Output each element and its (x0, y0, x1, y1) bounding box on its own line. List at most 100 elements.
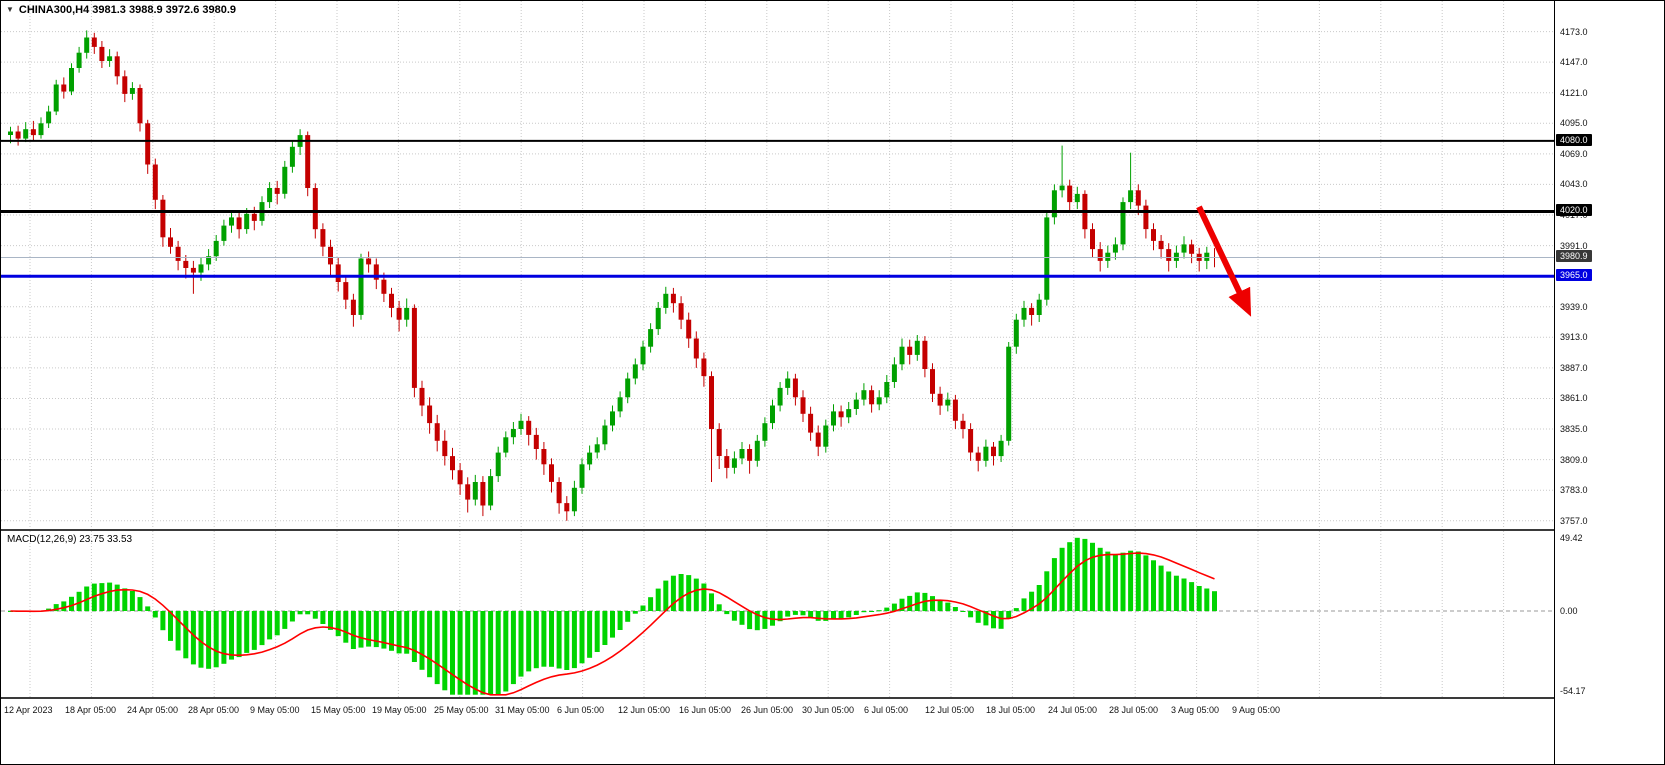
macd-bar (724, 611, 730, 615)
macd-bar (1006, 611, 1012, 619)
time-tick-label: 19 May 05:00 (372, 705, 427, 715)
candle (229, 211, 234, 233)
macd-bar (701, 583, 707, 611)
macd-bar (777, 611, 783, 622)
candle (594, 437, 600, 459)
indicator-label: MACD(12,26,9) 23.75 33.53 (7, 534, 133, 545)
time-axis[interactable]: 12 Apr 2023 18 Apr 05:00 24 Apr 05:00 28 Ap… (1, 699, 1554, 764)
candle (1196, 247, 1202, 272)
panel-divider[interactable] (1, 529, 1664, 531)
candle (320, 223, 326, 257)
macd-bar (914, 592, 920, 611)
macd-bar (1051, 558, 1057, 612)
candle (625, 372, 631, 404)
candle (69, 63, 74, 96)
candle (1105, 245, 1111, 268)
macd-axis-label: 0.00 (1560, 606, 1578, 616)
macd-bar (785, 611, 791, 617)
candle (152, 158, 158, 210)
sell-arrow[interactable] (1196, 205, 1252, 317)
main-chart-canvas[interactable] (1, 1, 1554, 529)
macd-bar (312, 611, 318, 619)
macd-bar (152, 611, 158, 618)
macd-bar (983, 611, 989, 626)
candle (777, 382, 783, 412)
macd-bar (526, 611, 532, 672)
candle (53, 79, 59, 116)
candle (1097, 242, 1103, 272)
macd-bar (1204, 588, 1210, 612)
candle (724, 449, 730, 479)
candle (404, 298, 410, 327)
candle (396, 300, 402, 332)
macd-bar (206, 611, 212, 669)
macd-bar (693, 578, 699, 612)
candle (61, 77, 67, 99)
macd-bar (1067, 542, 1073, 611)
macd-histogram (8, 537, 1217, 695)
candle (648, 323, 654, 353)
candle (480, 476, 486, 517)
macd-bar (648, 597, 654, 611)
candle (122, 70, 128, 103)
candle (602, 419, 608, 451)
macd-bar (975, 611, 981, 623)
candle (129, 82, 135, 100)
candle (175, 240, 181, 271)
price-axis[interactable]: 4173.04147.04121.04095.04069.04043.04017… (1554, 1, 1664, 764)
macd-bar (450, 611, 455, 695)
candle (1135, 184, 1141, 215)
macd-bar (213, 611, 219, 668)
price-tick-label: 3991.0 (1560, 241, 1588, 251)
candle (571, 480, 577, 517)
candle (38, 117, 44, 139)
macd-bar (549, 611, 554, 667)
macd-bar (937, 600, 943, 611)
macd-bar (305, 611, 311, 615)
macd-axis-label: 49.42 (1560, 533, 1583, 543)
macd-bar (358, 611, 364, 648)
macd-bar (541, 611, 547, 667)
symbol-dropdown-icon[interactable]: ▼ (6, 5, 14, 14)
candle (267, 182, 273, 208)
macd-bar (1189, 582, 1195, 611)
macd-axis-label: -54.17 (1560, 686, 1586, 696)
candle (754, 434, 760, 467)
hline-4080-label: 4080.0 (1556, 134, 1592, 146)
macd-bar (168, 611, 173, 641)
macd-bar (99, 583, 105, 611)
candle (831, 404, 836, 432)
macd-bar (1029, 591, 1035, 611)
candle (998, 434, 1004, 462)
time-tick-label: 16 Jun 05:00 (679, 705, 732, 715)
time-tick-label: 30 Jun 05:00 (802, 705, 855, 715)
time-tick-label: 9 Aug 05:00 (1232, 705, 1281, 715)
candle (305, 131, 311, 197)
macd-bar (267, 611, 273, 640)
time-tick-label: 6 Jun 05:00 (557, 705, 605, 715)
candle (884, 375, 890, 404)
macd-bar (899, 598, 905, 611)
panel-divider[interactable] (1, 697, 1664, 699)
candle (350, 293, 356, 327)
candle (1173, 245, 1179, 268)
candle (503, 431, 509, 458)
macd-bar (1097, 547, 1103, 611)
macd-bar (1082, 538, 1088, 611)
candle (335, 257, 341, 292)
candle (427, 397, 433, 434)
candle (968, 423, 974, 461)
candle (1021, 300, 1027, 327)
candle (518, 413, 524, 435)
candle (1082, 190, 1088, 239)
macd-bar (190, 611, 196, 665)
candle (1120, 197, 1126, 251)
price-tick-label: 3861.0 (1560, 393, 1588, 403)
candle (1006, 342, 1012, 446)
candle (899, 338, 905, 371)
candle (137, 84, 143, 132)
macd-bar (343, 611, 349, 643)
macd-panel-canvas[interactable] (1, 531, 1554, 697)
macd-bar (236, 611, 242, 658)
price-tick-label: 4095.0 (1560, 118, 1588, 128)
